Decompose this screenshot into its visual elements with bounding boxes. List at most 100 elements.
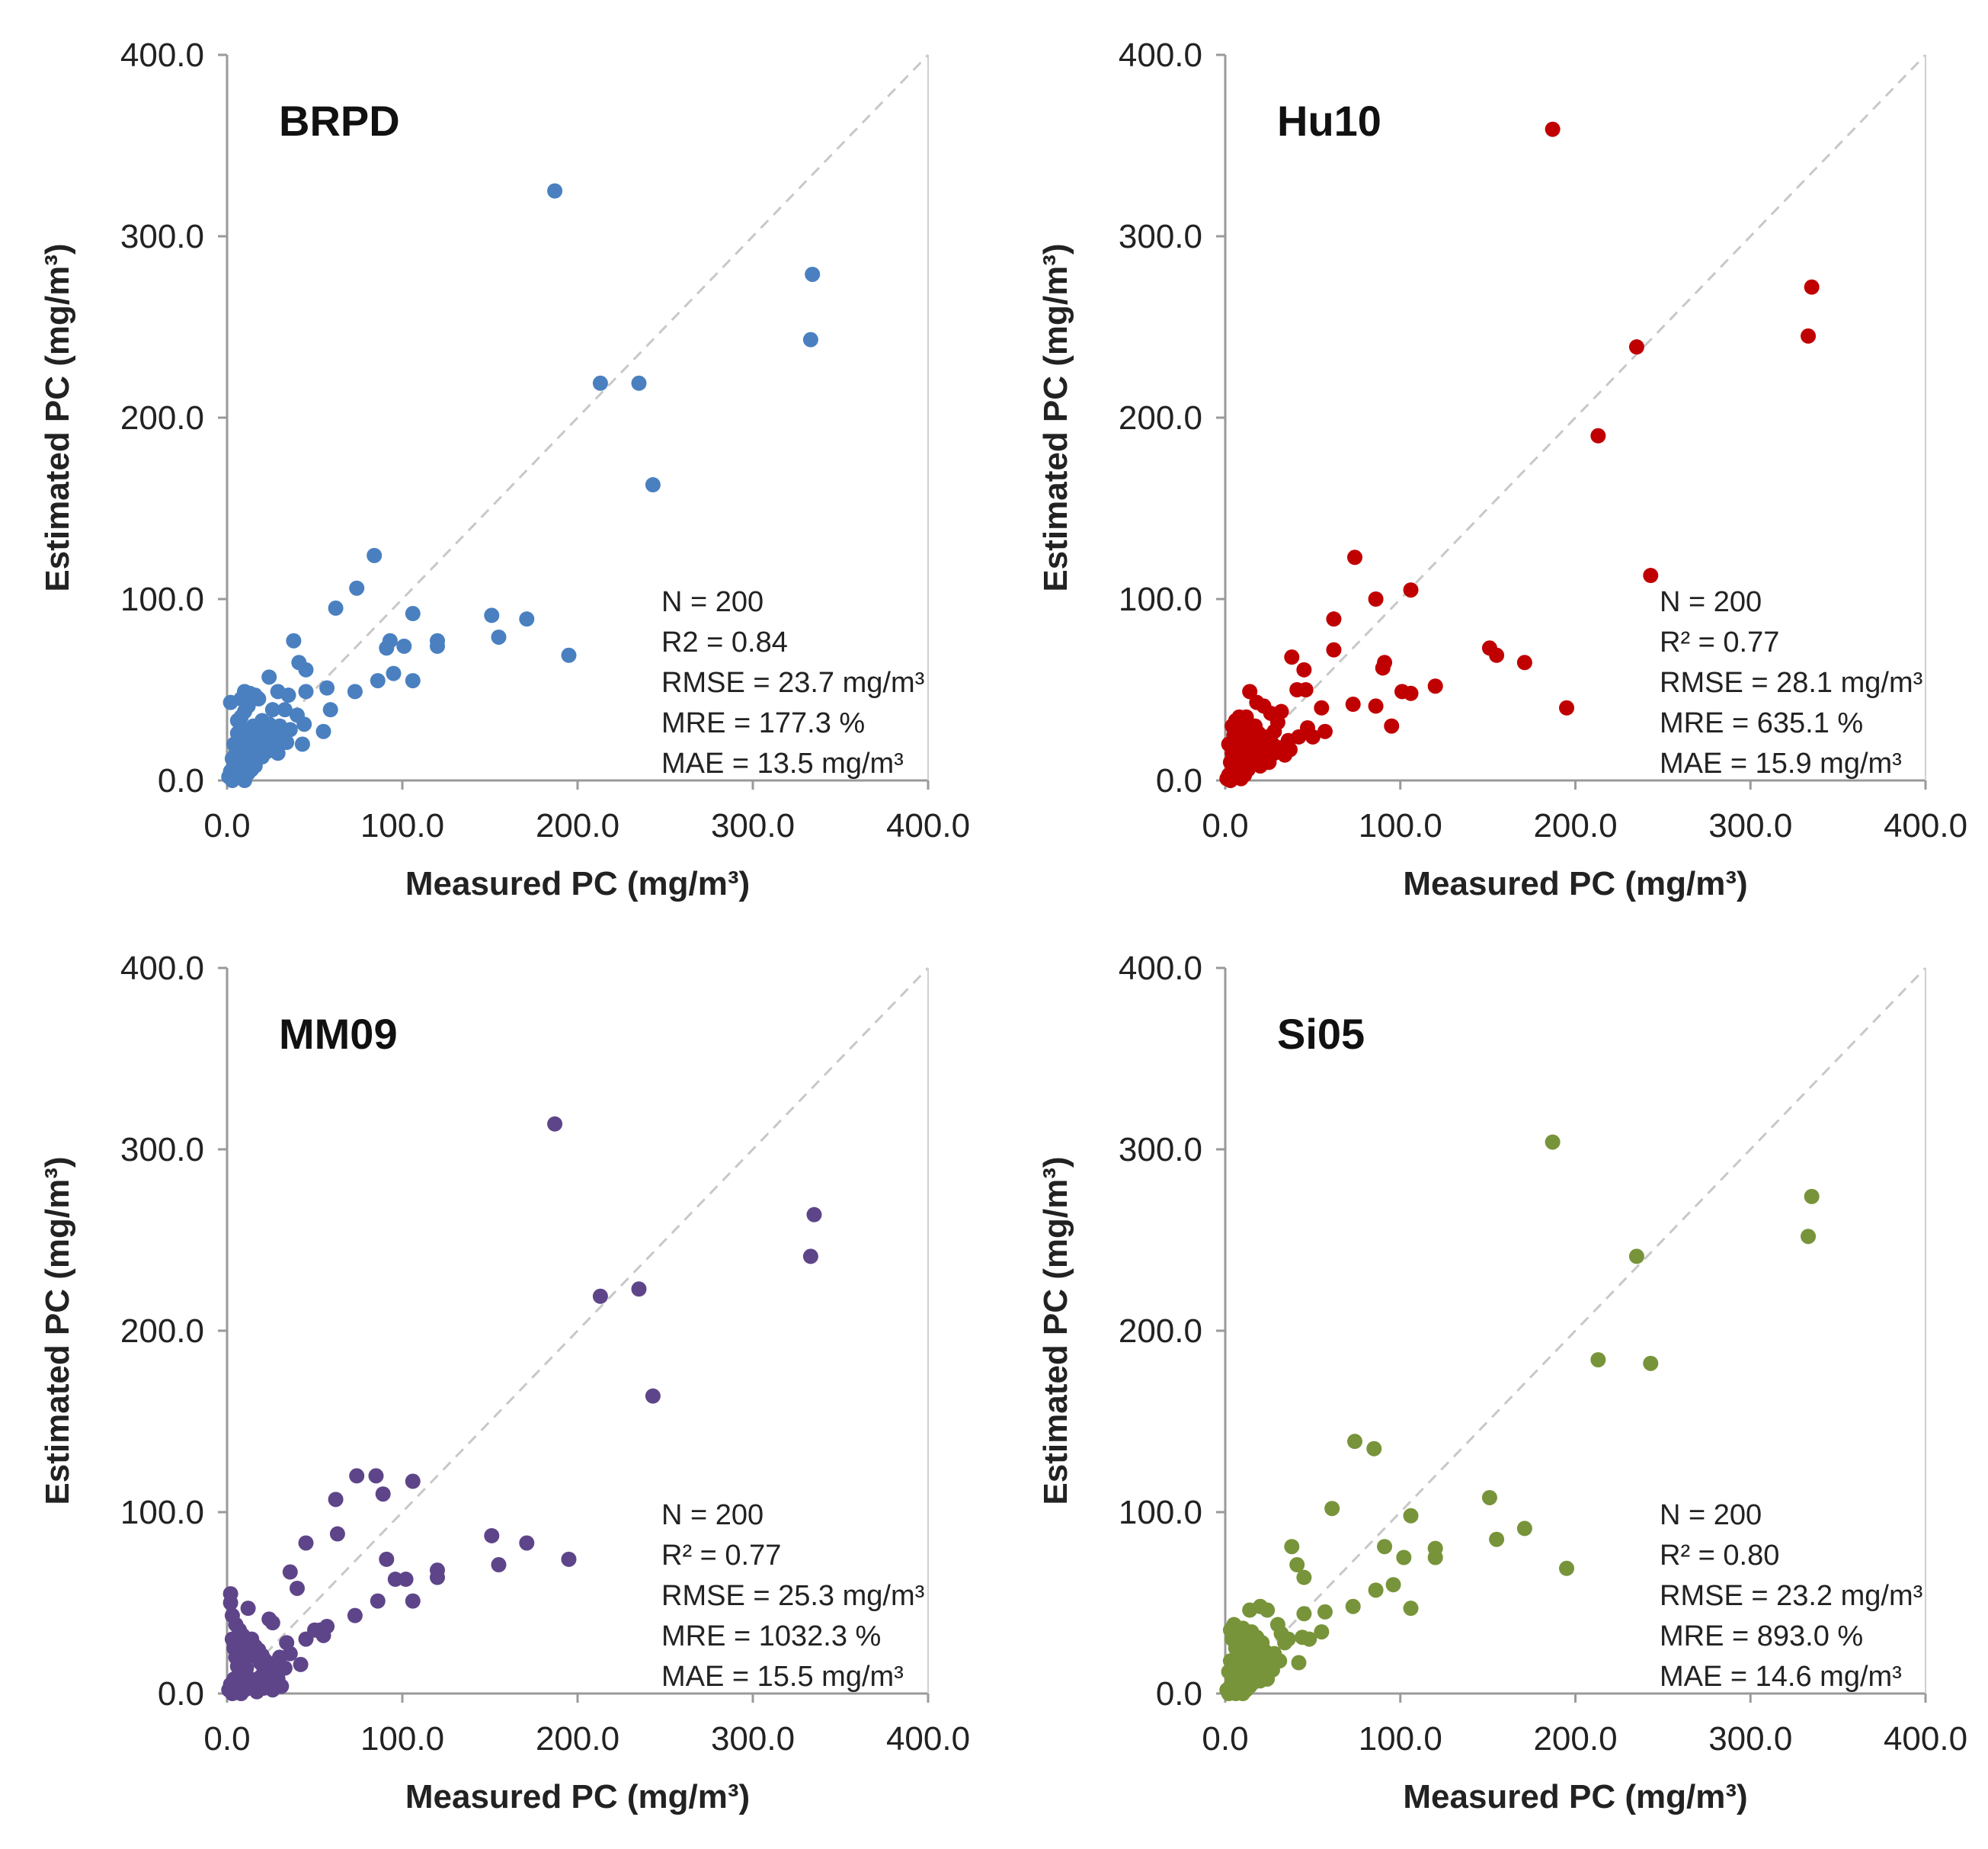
y-tick-label: 100.0: [1119, 581, 1202, 618]
x-tick-label: 400.0: [886, 807, 970, 844]
stat-line: MRE = 635.1 %: [1660, 707, 1863, 739]
data-point: [1301, 1631, 1317, 1647]
y-tick-label: 400.0: [1119, 37, 1202, 74]
data-point: [1242, 684, 1258, 700]
one-to-one-line: [1224, 53, 1927, 782]
data-point: [298, 662, 314, 678]
x-tick-label: 400.0: [886, 1720, 970, 1758]
data-point: [263, 1656, 279, 1672]
data-point: [1284, 649, 1300, 665]
data-point: [802, 332, 818, 348]
data-point: [561, 647, 577, 663]
data-point: [1403, 582, 1419, 598]
data-point: [1375, 660, 1391, 676]
data-point: [805, 266, 821, 282]
x-tick-label: 100.0: [360, 1720, 444, 1758]
stat-line: N = 200: [1660, 586, 1762, 618]
data-point: [1804, 1188, 1820, 1204]
data-point: [315, 723, 331, 739]
data-point: [1282, 742, 1298, 758]
data-point: [1396, 1549, 1412, 1565]
data-point: [547, 1116, 563, 1132]
data-point: [561, 1551, 577, 1567]
data-point: [277, 1660, 293, 1676]
stat-line: MAE = 15.5 mg/m³: [661, 1661, 904, 1693]
scatter-panel-brpd: 0.0 100.0 200.0 300.0 400.0 0.0 100.0 200.0 300.…: [39, 37, 970, 902]
data-point: [1489, 1531, 1505, 1547]
y-tick-label: 200.0: [120, 399, 204, 437]
data-point: [1559, 700, 1575, 716]
data-point: [379, 640, 395, 656]
y-tick-label: 300.0: [1119, 1131, 1202, 1168]
y-tick-label: 100.0: [120, 581, 204, 618]
data-point: [1643, 568, 1659, 584]
data-point: [1590, 428, 1606, 444]
data-point: [282, 1646, 298, 1662]
data-point: [631, 1281, 647, 1297]
data-point: [1345, 697, 1361, 713]
data-point: [430, 1569, 445, 1585]
panel-title: Hu10: [1277, 97, 1381, 145]
data-point: [1242, 1602, 1258, 1618]
y-tick-label: 300.0: [120, 1131, 204, 1168]
data-point: [237, 703, 252, 719]
y-tick-label: 200.0: [1119, 399, 1202, 437]
data-point: [349, 1468, 365, 1484]
y-axis-label: Estimated PC (mg/m³): [39, 243, 76, 591]
x-tick-label: 100.0: [1359, 807, 1442, 844]
data-point: [347, 1607, 363, 1623]
x-tick-label: 400.0: [1884, 807, 1967, 844]
stat-line: N = 200: [661, 1499, 764, 1531]
stat-line: R² = 0.77: [661, 1540, 781, 1572]
x-tick-label: 0.0: [203, 807, 250, 844]
data-point: [294, 736, 310, 752]
y-tick-label: 200.0: [1119, 1312, 1202, 1350]
data-point: [368, 1468, 384, 1484]
data-point: [1345, 1598, 1361, 1614]
data-point: [264, 1682, 280, 1698]
y-tick-label: 0.0: [158, 762, 204, 800]
data-point: [222, 694, 238, 710]
x-tick-label: 300.0: [711, 807, 795, 844]
x-axis-label: Measured PC (mg/m³): [405, 1778, 750, 1815]
data-point: [1801, 328, 1817, 344]
data-point: [1247, 718, 1263, 734]
data-point: [1314, 1624, 1330, 1640]
data-point: [1427, 1549, 1443, 1565]
data-point: [1314, 700, 1330, 716]
stat-line: MRE = 177.3 %: [661, 707, 865, 739]
scatter-panel-mm09: 0.0 100.0 200.0 300.0 400.0 0.0 100.0 200.0 300.…: [39, 950, 970, 1815]
x-tick-label: 200.0: [1533, 807, 1617, 844]
data-point: [290, 707, 305, 723]
x-tick-label: 300.0: [711, 1720, 795, 1758]
one-to-one-line: [226, 966, 930, 1695]
x-axis-label: Measured PC (mg/m³): [405, 865, 750, 902]
data-point: [270, 745, 286, 761]
data-point: [1368, 698, 1384, 714]
stat-line: MAE = 13.5 mg/m³: [661, 748, 904, 780]
data-point: [328, 1492, 344, 1508]
data-point: [240, 1601, 256, 1617]
data-point: [1299, 719, 1315, 735]
data-point: [298, 1535, 314, 1551]
stat-line: RMSE = 28.1 mg/m³: [1660, 667, 1922, 699]
data-point: [1273, 1626, 1289, 1642]
data-point: [1384, 718, 1400, 734]
y-tick-label: 0.0: [1156, 1675, 1202, 1713]
x-axis-label: Measured PC (mg/m³): [1403, 1778, 1747, 1815]
data-point: [322, 702, 338, 718]
data-point: [282, 722, 298, 738]
data-point: [1545, 121, 1561, 137]
data-point: [1317, 723, 1333, 739]
data-point: [375, 1486, 391, 1502]
x-tick-label: 400.0: [1884, 1720, 1967, 1758]
data-point: [1590, 1352, 1606, 1368]
data-point: [293, 1656, 309, 1672]
data-point: [484, 1527, 500, 1543]
data-point: [547, 183, 563, 199]
x-tick-label: 0.0: [1202, 1720, 1248, 1758]
x-axis-label: Measured PC (mg/m³): [1403, 865, 1747, 902]
data-point: [370, 1593, 386, 1609]
y-tick-label: 400.0: [120, 950, 204, 987]
